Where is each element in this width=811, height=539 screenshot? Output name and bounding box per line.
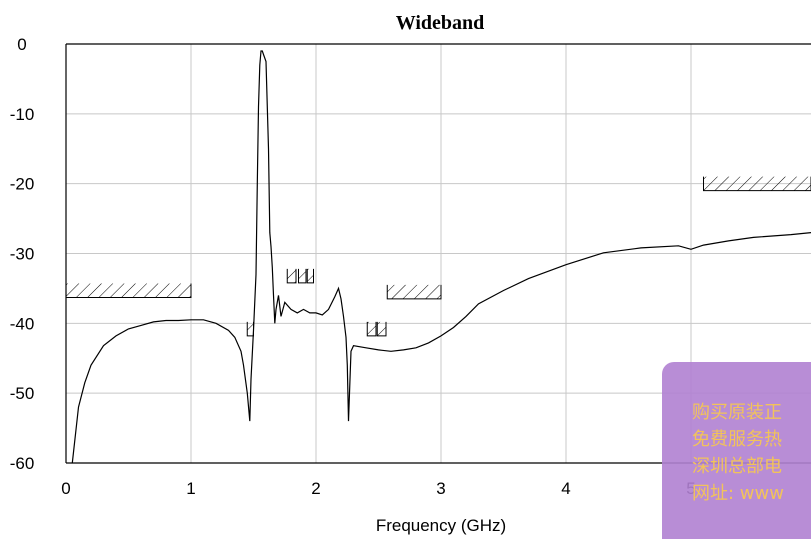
mask-limit-line-4 xyxy=(306,268,314,284)
mask-limit-line-6 xyxy=(376,321,387,337)
y-tick-label: 0 xyxy=(17,35,26,54)
chart-title: Wideband xyxy=(396,12,485,34)
mask-limit-line-3 xyxy=(298,268,307,284)
y-tick-label: -10 xyxy=(10,105,35,124)
mask-limits xyxy=(65,176,811,337)
mask-limit-hatch-3 xyxy=(298,268,306,283)
mask-limit-hatch-7 xyxy=(387,284,441,299)
mask-limit-line-5 xyxy=(366,321,377,337)
mask-limit-hatch-2 xyxy=(287,268,296,283)
mask-limit-hatch-8 xyxy=(703,176,811,191)
y-tick-label: -60 xyxy=(10,454,35,473)
x-tick-label: 4 xyxy=(561,479,570,498)
x-tick-label: 1 xyxy=(186,479,195,498)
mask-limit-hatch-5 xyxy=(367,321,376,336)
mask-limit-hatch-0 xyxy=(66,283,191,298)
y-tick-label: -50 xyxy=(10,384,35,403)
watermark-line-1: 购买原装正 xyxy=(692,402,782,423)
watermark: 购买原装正 免费服务热 深圳总部电 网址: www xyxy=(662,362,811,539)
x-tick-labels: 012345 xyxy=(61,479,695,498)
mask-limit-line-7 xyxy=(386,284,442,300)
watermark-line-2: 免费服务热 xyxy=(692,429,782,450)
y-tick-label: -20 xyxy=(10,175,35,194)
x-tick-label: 0 xyxy=(61,479,70,498)
watermark-line-3: 深圳总部电 xyxy=(692,456,782,477)
x-tick-label: 2 xyxy=(311,479,320,498)
y-tick-label: -40 xyxy=(10,314,35,333)
x-tick-label: 3 xyxy=(436,479,445,498)
y-tick-labels: 0 -10 -20 -30 -40 -50 -60 xyxy=(10,35,35,473)
watermark-background xyxy=(662,362,811,539)
mask-limit-hatch-6 xyxy=(377,321,386,336)
watermark-line-4: 网址: www xyxy=(692,483,784,504)
series-line-trace xyxy=(71,50,811,464)
mask-limit-line-8 xyxy=(703,176,811,192)
y-tick-label: -30 xyxy=(10,245,35,264)
x-axis-label: Frequency (GHz) xyxy=(376,516,506,535)
mask-limit-hatch-1 xyxy=(247,321,254,336)
mask-limit-line-2 xyxy=(286,268,297,284)
mask-limit-hatch-4 xyxy=(307,268,314,283)
